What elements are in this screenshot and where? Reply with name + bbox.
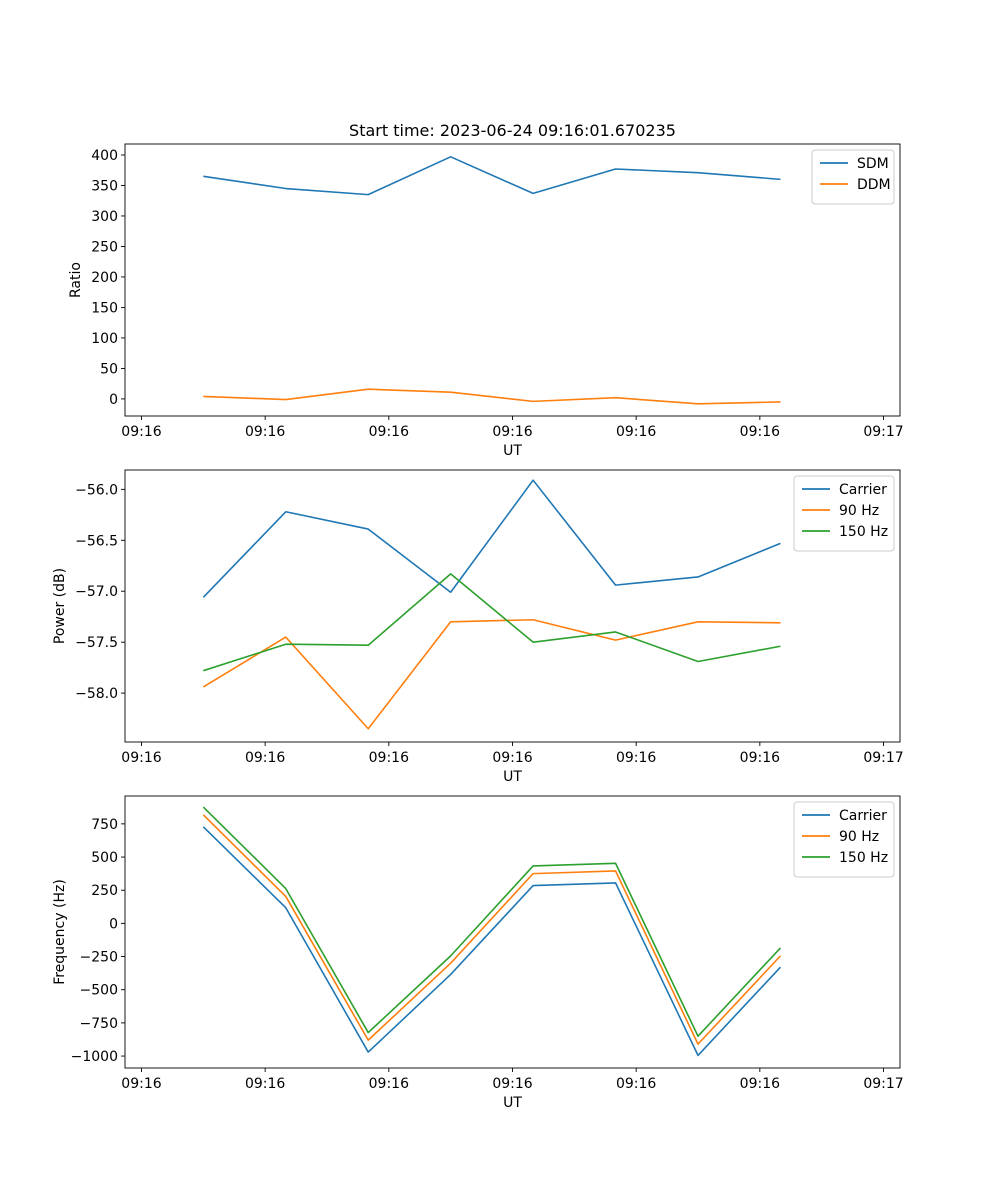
- subplot-3: 09:16 09:16 09:16 09:16 09:16 09:16 09:17 −1000…: [52, 795, 904, 1111]
- x-axis-label: UT: [503, 1095, 522, 1111]
- y-tick-label: 400: [91, 148, 118, 164]
- series-line-2-1: [202, 479, 781, 598]
- series-line-1-1: [203, 156, 781, 196]
- y-tick-label: 250: [91, 883, 118, 899]
- series-line-1-2: [203, 388, 781, 405]
- series-line-2-3: [203, 573, 781, 672]
- y-tick-label: 250: [91, 239, 118, 255]
- x-tick-label: 09:17: [863, 750, 903, 766]
- axes-frame: [124, 795, 901, 1069]
- subplot-2: 09:16 09:16 09:16 09:16 09:16 09:16 09:17 −58.0…: [52, 469, 904, 785]
- x-tick-label: 09:16: [740, 750, 780, 766]
- y-tick-label: −58.0: [75, 686, 118, 702]
- y-axis-label: Ratio: [68, 262, 84, 298]
- series-line-3-3: [202, 806, 782, 1037]
- legend-label: 90 Hz: [839, 829, 879, 845]
- subplot-1: 09:16 09:16 09:16 09:16 09:16 09:16 09:17 0 50 10…: [68, 143, 904, 459]
- y-tick-label: −56.5: [75, 533, 118, 549]
- y-tick-label: 500: [91, 850, 118, 866]
- y-tick-label: −750: [80, 1016, 118, 1032]
- x-tick-label: 09:16: [492, 424, 532, 440]
- legend-box: [793, 475, 895, 552]
- series-line-3-1: [202, 826, 782, 1057]
- x-tick-label: 09:16: [616, 424, 656, 440]
- x-tick-label: 09:16: [369, 424, 409, 440]
- legend-label: SDM: [857, 156, 889, 172]
- legend: Carrier 90 Hz 150 Hz: [793, 475, 895, 552]
- x-tick-label: 09:16: [245, 750, 285, 766]
- x-tick-label: 09:16: [616, 1076, 656, 1092]
- legend-box: [793, 801, 895, 878]
- legend: SDM DDM: [811, 149, 895, 205]
- x-tick-label: 09:16: [740, 424, 780, 440]
- legend-label: DDM: [857, 177, 891, 193]
- series-line-2-2: [202, 618, 781, 730]
- x-tick-label: 09:16: [245, 1076, 285, 1092]
- y-tick-label: −500: [80, 983, 118, 999]
- x-tick-label: 09:16: [492, 750, 532, 766]
- y-tick-label: 0: [109, 916, 118, 932]
- x-tick-label: 09:16: [740, 1076, 780, 1092]
- y-tick-label: −57.0: [75, 584, 118, 600]
- x-axis-label: UT: [503, 769, 522, 785]
- x-axis-label: UT: [503, 443, 522, 459]
- x-tick-label: 09:16: [121, 1076, 161, 1092]
- y-tick-label: −1000: [71, 1049, 118, 1065]
- y-tick-label: 100: [91, 331, 118, 347]
- y-tick-label: −250: [80, 950, 118, 966]
- y-tick-label: 0: [109, 392, 118, 408]
- legend-label: Carrier: [839, 482, 887, 498]
- x-tick-label: 09:16: [121, 750, 161, 766]
- y-tick-label: −57.5: [75, 635, 118, 651]
- legend-label: Carrier: [839, 808, 887, 824]
- x-tick-label: 09:17: [863, 1076, 903, 1092]
- y-tick-label: 350: [91, 178, 118, 194]
- y-axis-label: Frequency (Hz): [52, 879, 68, 985]
- y-tick-label: −56.0: [75, 482, 118, 498]
- figure-title: Start time: 2023-06-24 09:16:01.670235: [349, 121, 676, 140]
- y-tick-label: 50: [100, 361, 118, 377]
- y-axis-label: Power (dB): [52, 568, 68, 644]
- y-tick-label: 200: [91, 270, 118, 286]
- y-tick-label: 300: [91, 209, 118, 225]
- x-tick-label: 09:16: [245, 424, 285, 440]
- x-tick-label: 09:17: [863, 424, 903, 440]
- legend: Carrier 90 Hz 150 Hz: [793, 801, 895, 878]
- y-tick-label: 150: [91, 300, 118, 316]
- y-tick-label: 750: [91, 817, 118, 833]
- legend-label: 90 Hz: [839, 503, 879, 519]
- x-tick-label: 09:16: [492, 1076, 532, 1092]
- axes-frame: [124, 469, 901, 743]
- legend-label: 150 Hz: [839, 850, 888, 866]
- x-tick-label: 09:16: [369, 1076, 409, 1092]
- legend-label: 150 Hz: [839, 524, 888, 540]
- series-line-3-2: [202, 814, 782, 1045]
- x-tick-label: 09:16: [369, 750, 409, 766]
- x-tick-label: 09:16: [121, 424, 161, 440]
- x-tick-label: 09:16: [616, 750, 656, 766]
